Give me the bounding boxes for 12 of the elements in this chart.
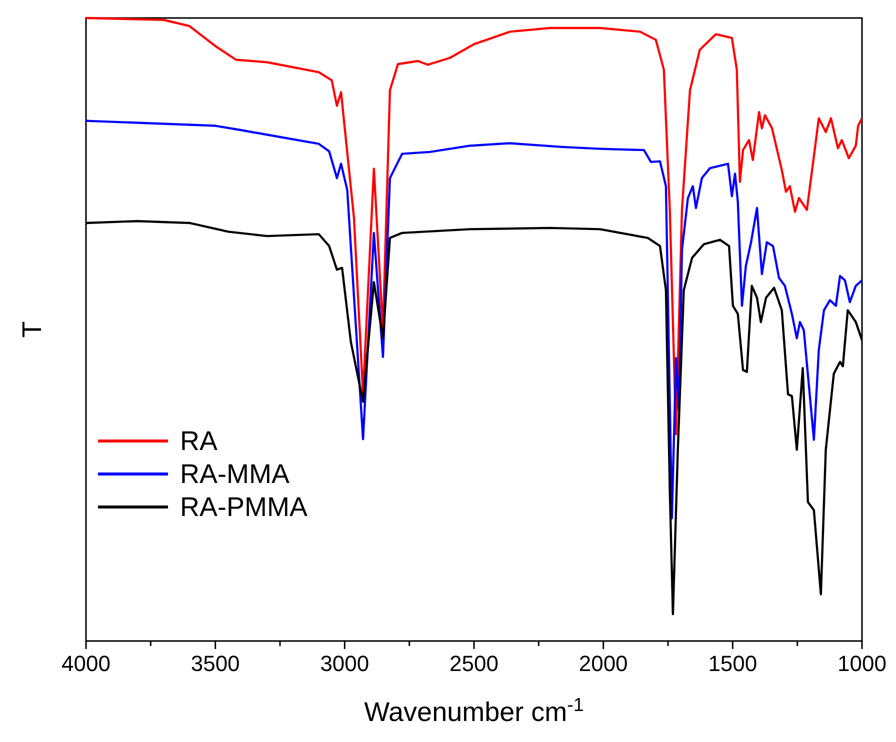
x-tick-label: 3500 <box>190 651 240 676</box>
x-axis-title: Wavenumber cm$^{-1}$ <box>364 694 584 727</box>
x-tick-label: 1000 <box>838 651 886 676</box>
legend-label: RA-MMA <box>180 459 290 489</box>
y-axis-title: T <box>17 321 47 338</box>
x-tick-label: 2500 <box>450 651 498 676</box>
x-tick-label: 4000 <box>62 651 110 676</box>
x-tick-label: 1500 <box>708 651 758 676</box>
x-tick-label: 2000 <box>578 651 628 676</box>
legend-label: RA-PMMA <box>180 492 308 522</box>
x-tick-label: 3000 <box>320 651 370 676</box>
legend-label: RA <box>180 426 218 456</box>
